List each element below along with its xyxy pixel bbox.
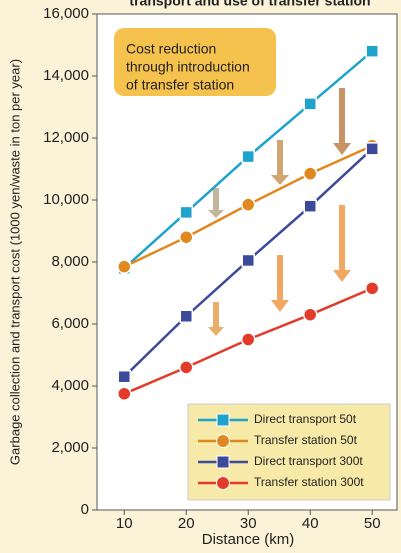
point <box>240 332 256 347</box>
arrow <box>271 255 289 312</box>
annotation: through introduction <box>126 59 250 75</box>
y-tick-label: 4,000 <box>51 377 89 394</box>
legend-marker <box>216 434 230 448</box>
point <box>302 166 318 181</box>
point <box>303 199 317 213</box>
point <box>117 386 132 401</box>
legend-label: Transfer station 50t <box>254 433 358 447</box>
x-axis-label: Distance (km) <box>202 531 295 548</box>
y-tick-label: 6,000 <box>51 315 89 332</box>
legend-label: Direct transport 50t <box>254 412 357 426</box>
y-tick-label: 10,000 <box>43 191 89 208</box>
y-tick-label: 2,000 <box>51 439 89 456</box>
point <box>302 307 318 322</box>
legend-marker <box>216 455 230 469</box>
point <box>179 360 194 375</box>
annotation: Cost reduction <box>126 41 216 57</box>
point <box>303 97 317 111</box>
arrows <box>208 88 351 336</box>
annotation-box <box>114 28 276 96</box>
point <box>179 205 194 220</box>
point <box>364 281 380 296</box>
y-tick-label: 16,000 <box>43 5 89 22</box>
legend-label: Direct transport 300t <box>254 454 363 468</box>
chart-title: transport and use of transfer station <box>129 0 370 9</box>
x-tick-label: 50 <box>364 515 381 532</box>
point <box>241 253 255 268</box>
y-tick-label: 14,000 <box>43 67 89 84</box>
annotation: of transfer station <box>126 77 234 93</box>
x-tick-label: 30 <box>240 515 257 532</box>
y-tick-label: 12,000 <box>43 129 89 146</box>
point <box>241 149 255 164</box>
point <box>117 369 132 384</box>
arrow <box>333 205 351 282</box>
point <box>179 229 194 245</box>
point <box>240 197 256 212</box>
legend-label: Transfer station 300t <box>254 475 364 489</box>
point <box>365 44 379 58</box>
legend-marker <box>216 476 230 490</box>
arrow <box>333 88 351 155</box>
arrow <box>271 140 289 185</box>
y-tick-label: 8,000 <box>51 253 89 270</box>
legend-marker <box>216 413 230 427</box>
point <box>117 259 132 274</box>
point <box>365 142 379 156</box>
x-tick-label: 40 <box>302 515 319 532</box>
x-tick-label: 20 <box>178 515 195 532</box>
arrow <box>208 302 224 336</box>
x-tick-label: 10 <box>116 515 133 532</box>
arrow <box>208 188 224 218</box>
y-tick-label: 0 <box>81 501 89 518</box>
y-axis-label: Garbage collection and transport cost (1… <box>7 59 22 465</box>
point <box>179 309 194 323</box>
